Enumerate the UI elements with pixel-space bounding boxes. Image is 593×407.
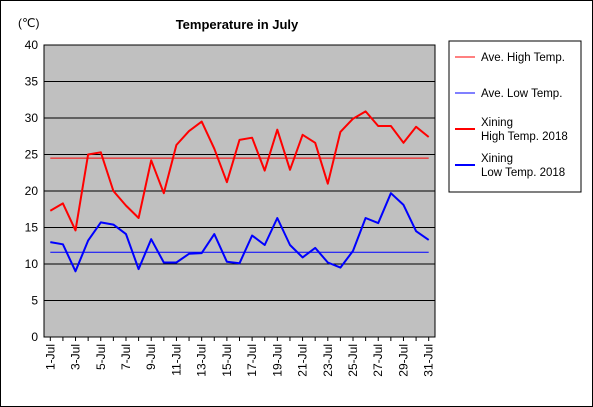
legend-label: Low Temp. 2018	[481, 167, 565, 179]
y-axis-ticks: 0 5 10 15 20 25 30 35 40	[25, 38, 39, 344]
x-tick-label: 17-Jul	[245, 344, 259, 377]
x-tick-label: 19-Jul	[270, 344, 284, 377]
series-lines	[49, 110, 430, 273]
x-tick-label: 21-Jul	[296, 344, 310, 377]
y-tick-label: 15	[25, 221, 39, 235]
x-tick-label: 13-Jul	[195, 344, 209, 377]
series-line-4	[50, 192, 430, 273]
legend-label: Xining	[481, 117, 513, 129]
legend-label: Ave. Low Temp.	[481, 88, 562, 100]
chart-title: Temperature in July	[176, 17, 299, 32]
y-tick-label: 35	[25, 75, 39, 89]
legend: Ave. High Temp. Ave. Low Temp. Xining High …	[455, 52, 568, 179]
y-axis-unit-label: (℃)	[18, 16, 39, 30]
x-tick-label: 25-Jul	[346, 344, 360, 377]
x-tick-label: 11-Jul	[169, 344, 183, 376]
legend-label: Xining	[481, 153, 513, 165]
x-tick-label: 29-Jul	[396, 344, 410, 377]
x-tick-label: 5-Jul	[94, 344, 108, 370]
x-tick-label: 1-Jul	[43, 344, 57, 370]
x-tick-label: 9-Jul	[144, 344, 158, 370]
y-tick-label: 30	[25, 111, 39, 125]
x-tick-label: 15-Jul	[220, 344, 234, 377]
x-tick-label: 23-Jul	[321, 344, 335, 377]
legend-box	[448, 40, 582, 193]
y-tick-label: 0	[31, 330, 38, 344]
x-tick-label: 7-Jul	[119, 344, 133, 370]
y-tick-label: 40	[25, 38, 39, 52]
x-tick-label: 27-Jul	[371, 344, 385, 377]
y-tick-label: 20	[25, 184, 39, 198]
y-tick-label: 25	[25, 148, 39, 162]
x-tick-label: 3-Jul	[69, 344, 83, 370]
legend-label: Ave. High Temp.	[481, 52, 565, 64]
gridlines	[44, 81, 435, 301]
x-tick-label: 31-Jul	[422, 344, 436, 377]
series-line-3	[49, 110, 430, 232]
y-tick-label: 5	[31, 294, 38, 308]
x-axis-ticks: 1-Jul 3-Jul 5-Jul 7-Jul 9-Jul 11-Jul 13-Jul 15-…	[43, 337, 436, 377]
legend-label: High Temp. 2018	[481, 131, 568, 143]
y-tick-label: 10	[25, 257, 39, 271]
